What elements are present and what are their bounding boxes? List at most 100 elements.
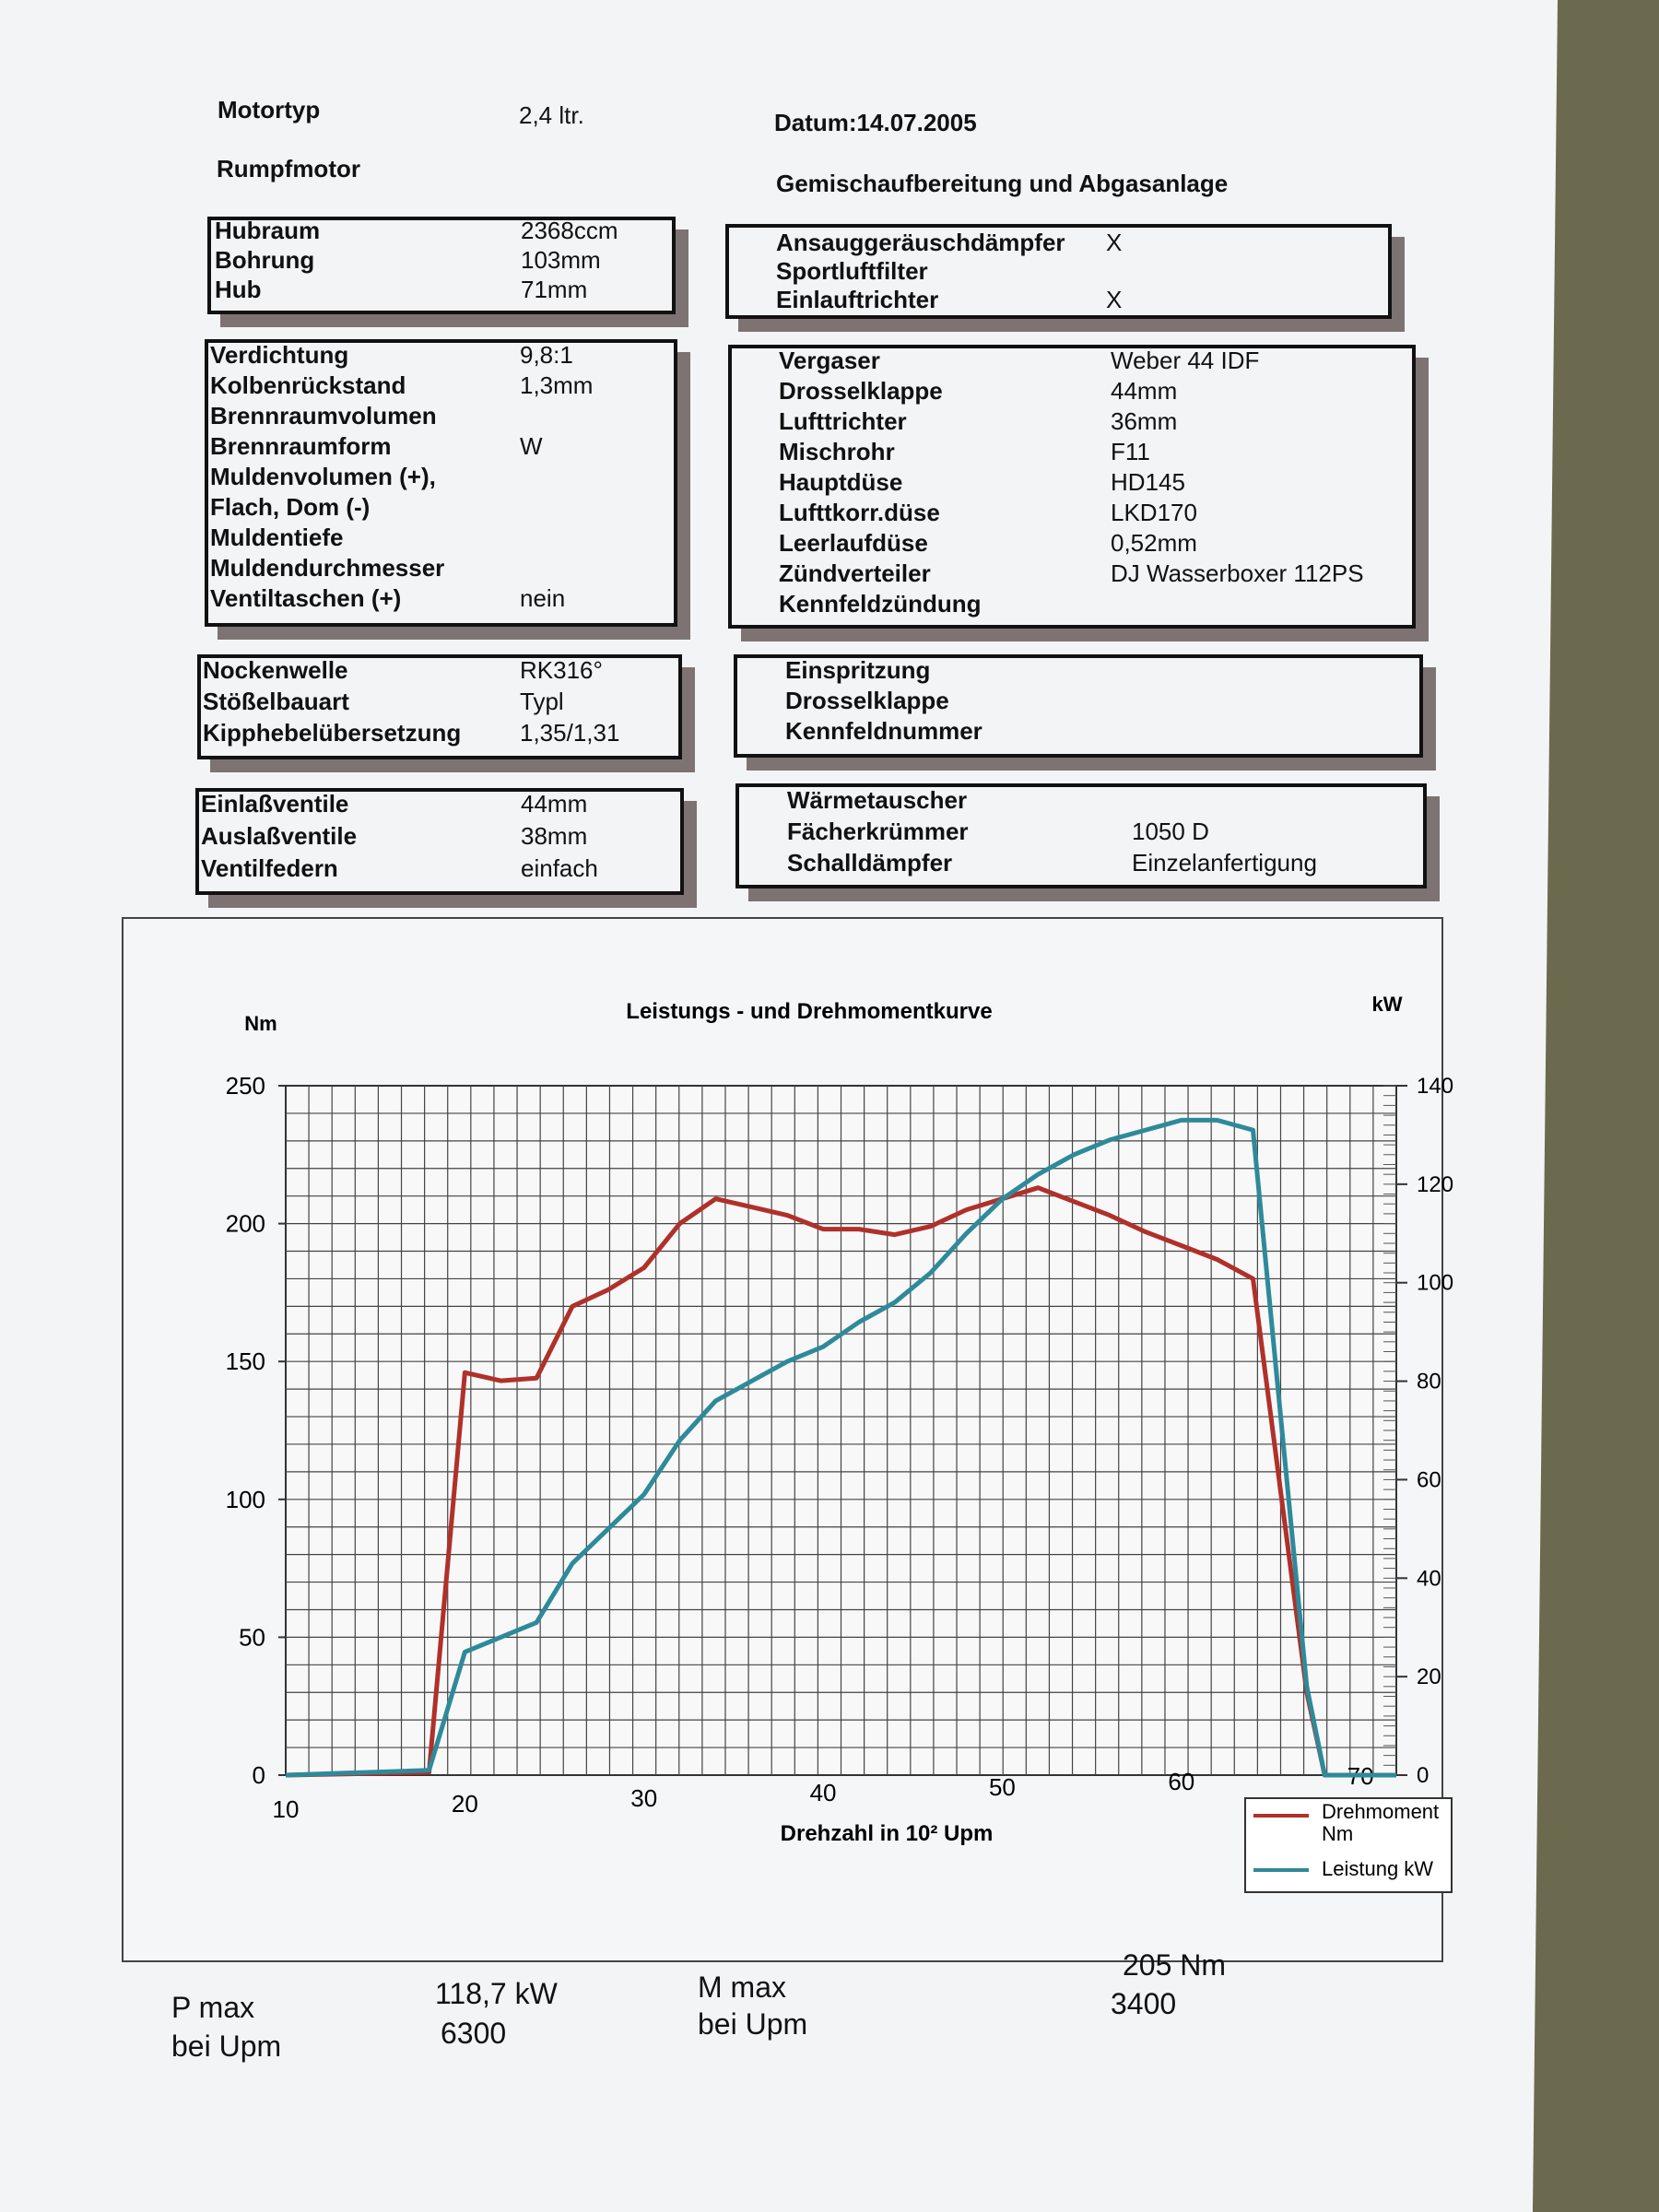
box-auspuff bbox=[735, 783, 1427, 888]
box_ansaug-label-0: Ansauggeräuschdämpfer bbox=[776, 229, 1065, 256]
box_einspritzung-label-0: Einspritzung bbox=[785, 656, 931, 684]
pmax-upm-value: 6300 bbox=[441, 2017, 507, 2050]
box_ventile-label-1: Auslaßventile bbox=[201, 822, 358, 850]
box_hub-label-2: Hub bbox=[215, 276, 262, 303]
box_auspuff-value-1: 1050 D bbox=[1132, 818, 1209, 845]
box_verdichtung-label-7: Muldendurchmesser bbox=[210, 554, 445, 582]
box_vergaser-value-6: 0,52mm bbox=[1111, 529, 1197, 557]
box_vergaser-label-1: Drosselklappe bbox=[779, 377, 943, 405]
box_ansaug-value-2: X bbox=[1106, 286, 1123, 313]
x-tick-label: 10 bbox=[273, 1795, 300, 1823]
box_verdichtung-label-5: Flach, Dom (-) bbox=[210, 493, 371, 521]
box_vergaser-value-1: 44mm bbox=[1111, 377, 1178, 405]
y-right-tick-label: 60 bbox=[1417, 1467, 1441, 1492]
y-right-tick-label: 120 bbox=[1417, 1172, 1453, 1197]
box_ventile-value-1: 38mm bbox=[521, 822, 588, 850]
box_auspuff-label-1: Fächerkrümmer bbox=[787, 818, 969, 845]
x-tick-label: 60 bbox=[1168, 1768, 1194, 1795]
gemisch-label: Gemischaufbereitung und Abgasanlage bbox=[776, 170, 1229, 197]
y-right-tick-label: 100 bbox=[1417, 1271, 1453, 1296]
box_ventile-label-0: Einlaßventile bbox=[201, 790, 349, 818]
mmax-value: 205 Nm bbox=[1123, 1948, 1227, 1982]
box_vergaser-label-6: Leerlaufdüse bbox=[779, 529, 928, 557]
box-vergaser bbox=[728, 345, 1416, 629]
box_vergaser-value-0: Weber 44 IDF bbox=[1111, 347, 1260, 374]
x-tick-label: 50 bbox=[989, 1773, 1016, 1801]
box_vergaser-value-2: 36mm bbox=[1111, 407, 1178, 435]
box_hub-label-1: Bohrung bbox=[215, 246, 315, 274]
box_nocken-value-2: 1,35/1,31 bbox=[520, 719, 620, 747]
x-tick-label: 30 bbox=[630, 1784, 657, 1812]
box-verdichtung bbox=[205, 339, 677, 627]
box_auspuff-label-2: Schalldämpfer bbox=[787, 849, 953, 877]
box_verdichtung-label-0: Verdichtung bbox=[210, 341, 349, 369]
box_hub-value-1: 103mm bbox=[521, 246, 601, 274]
y-left-tick-label: 100 bbox=[226, 1486, 265, 1513]
y-right-tick-label: 80 bbox=[1417, 1370, 1441, 1394]
box_vergaser-label-0: Vergaser bbox=[779, 347, 880, 374]
box_vergaser-value-5: LKD170 bbox=[1111, 499, 1197, 526]
box_ansaug-label-2: Einlauftrichter bbox=[776, 286, 939, 313]
legend-swatch-drehmoment bbox=[1253, 1814, 1309, 1818]
box_verdichtung-label-1: Kolbenrückstand bbox=[210, 371, 406, 399]
mmax-upm-value: 3400 bbox=[1111, 1987, 1177, 2020]
box_auspuff-value-2: Einzelanfertigung bbox=[1132, 849, 1317, 877]
box_auspuff-label-0: Wärmetauscher bbox=[787, 786, 968, 814]
box_hub-value-0: 2368ccm bbox=[521, 217, 618, 244]
box_verdichtung-label-8: Ventiltaschen (+) bbox=[210, 584, 402, 612]
x-axis-label: Drehzahl in 10² Upm bbox=[781, 1821, 994, 1846]
y-right-label: kW bbox=[1372, 993, 1403, 1016]
box_ansaug-label-1: Sportluftfilter bbox=[776, 257, 928, 285]
box_verdichtung-label-6: Muldentiefe bbox=[210, 524, 344, 551]
box_ventile-value-2: einfach bbox=[521, 854, 598, 882]
box_ventile-value-0: 44mm bbox=[521, 790, 588, 818]
chart-grid bbox=[285, 1085, 1397, 1776]
datum: Datum:14.07.2005 bbox=[774, 109, 977, 136]
motortyp-value: 2,4 ltr. bbox=[519, 101, 584, 129]
y-right-tick-label: 20 bbox=[1417, 1665, 1441, 1689]
x-tick-label: 40 bbox=[810, 1779, 837, 1806]
box_nocken-label-0: Nockenwelle bbox=[203, 656, 348, 684]
legend-label-leistung: Leistung kW bbox=[1322, 1857, 1434, 1880]
x-tick-label: 20 bbox=[452, 1790, 478, 1818]
box_vergaser-label-7: Zündverteiler bbox=[779, 559, 931, 587]
box_verdichtung-value-3: W bbox=[520, 432, 543, 460]
box_verdichtung-label-4: Muldenvolumen (+), bbox=[210, 463, 436, 490]
box_verdichtung-label-2: Brennraumvolumen bbox=[210, 402, 437, 429]
mmax-upm-label: bei Upm bbox=[698, 2007, 808, 2041]
pmax-value: 118,7 kW bbox=[435, 1977, 558, 2010]
box_einspritzung-label-2: Kennfeldnummer bbox=[785, 717, 982, 745]
box_vergaser-value-4: HD145 bbox=[1111, 468, 1185, 496]
series-line-drehmoment bbox=[285, 1185, 1396, 1778]
legend-swatch-leistung bbox=[1253, 1868, 1309, 1872]
y-left-tick-label: 200 bbox=[226, 1210, 265, 1238]
y-left-tick-label: 50 bbox=[239, 1623, 265, 1651]
box_ventile-label-2: Ventilfedern bbox=[201, 854, 338, 882]
box_vergaser-label-4: Hauptdüse bbox=[779, 468, 903, 496]
y-right-tick-label: 0 bbox=[1417, 1763, 1429, 1788]
y-right-tick-label: 40 bbox=[1417, 1566, 1441, 1591]
box_verdichtung-label-3: Brennraumform bbox=[210, 432, 392, 460]
chart-legend: Drehmoment Nm Leistung kW bbox=[1244, 1797, 1453, 1893]
mmax-label: M max bbox=[698, 1971, 786, 2004]
rumpfmotor-label: Rumpfmotor bbox=[217, 155, 360, 182]
chart-series bbox=[285, 1117, 1396, 1778]
box_vergaser-label-3: Mischrohr bbox=[779, 438, 895, 465]
box_verdichtung-value-0: 9,8:1 bbox=[520, 341, 573, 369]
box-hubraum bbox=[207, 217, 676, 314]
box_vergaser-value-3: F11 bbox=[1111, 438, 1150, 465]
series-line-leistung bbox=[285, 1117, 1396, 1778]
y-right-tick-label: 140 bbox=[1417, 1074, 1453, 1099]
box_ansaug-value-0: X bbox=[1106, 229, 1123, 256]
box_nocken-label-1: Stößelbauart bbox=[203, 688, 349, 715]
box_verdichtung-value-8: nein bbox=[520, 584, 566, 612]
box_vergaser-label-5: Lufttkorr.düse bbox=[779, 499, 940, 526]
pmax-label: P max bbox=[171, 1991, 255, 2024]
y-left-tick-label: 150 bbox=[226, 1347, 265, 1375]
box_vergaser-label-2: Lufttrichter bbox=[779, 407, 907, 435]
y-left-tick-label: 0 bbox=[253, 1761, 265, 1789]
box-einspritzung bbox=[734, 654, 1423, 758]
legend-label-drehmoment: Drehmoment Nm bbox=[1322, 1800, 1440, 1845]
chart-ticks: 10 20 30 40 50 60 7005010015020025002040608010… bbox=[226, 1072, 1453, 1823]
